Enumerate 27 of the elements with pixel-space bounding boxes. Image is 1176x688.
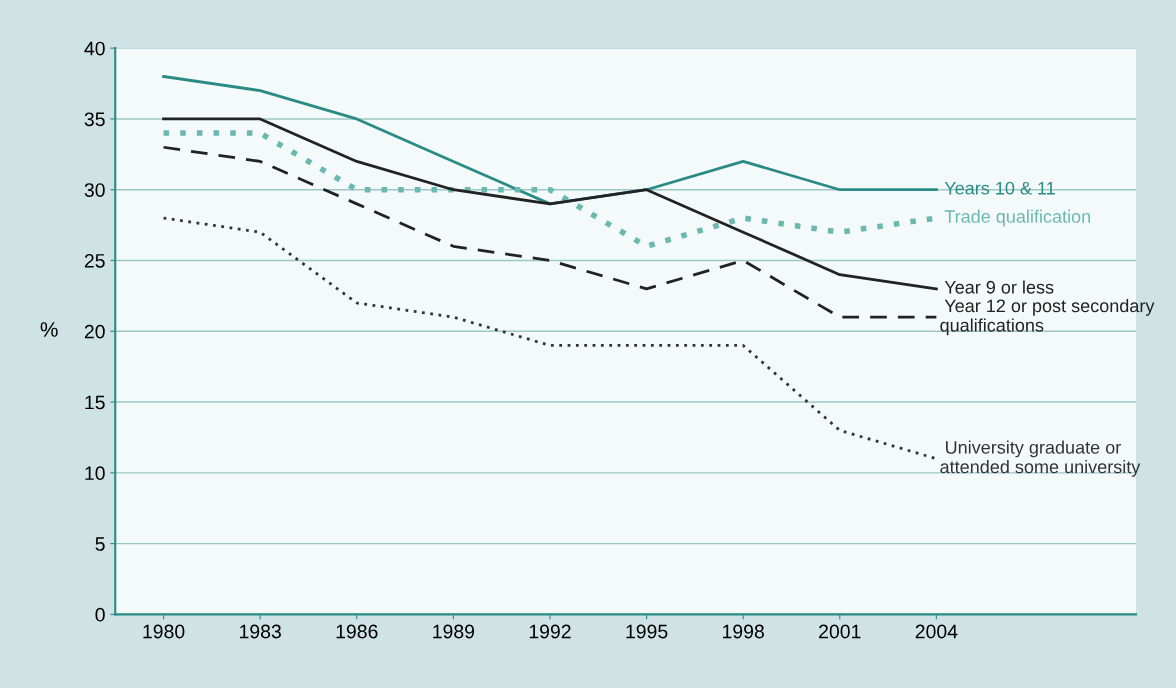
x-tick-label: 1992 — [529, 624, 571, 639]
line-series — [162, 117, 938, 291]
x-tick-label: 1980 — [143, 624, 185, 639]
x-tick-label: 1989 — [433, 624, 475, 639]
line-series — [162, 145, 938, 319]
y-tick-label: 25 — [84, 253, 105, 268]
y-tick-label: 0 — [95, 607, 105, 622]
y-tick-label: 20 — [84, 324, 105, 339]
line-series — [162, 216, 938, 461]
y-tick-label: 15 — [85, 395, 105, 410]
x-tick-label: 1986 — [336, 624, 378, 639]
y-tick-label: 5 — [95, 537, 105, 551]
x-tick-label: 1995 — [626, 624, 668, 639]
x-tick-label: 2004 — [915, 624, 958, 639]
x-tick-label: 1983 — [240, 624, 281, 639]
y-tick-label: 40 — [84, 41, 105, 56]
series-label: Years 10 & 11 — [944, 181, 1055, 195]
x-tick-label: 1998 — [723, 624, 764, 639]
y-axis-title: % — [40, 322, 58, 337]
y-tick-label: 30 — [84, 183, 105, 197]
series-label: Trade qualification — [944, 209, 1090, 227]
y-tick-label: 35 — [84, 112, 105, 127]
x-tick-label: 2001 — [819, 624, 861, 639]
series-label: Year 9 or less — [944, 280, 1054, 294]
series-label: University graduate or attended some university — [940, 440, 1141, 477]
y-tick-label: 10 — [85, 466, 105, 481]
series-label: Year 12 or post secondary qualifications — [940, 298, 1155, 336]
